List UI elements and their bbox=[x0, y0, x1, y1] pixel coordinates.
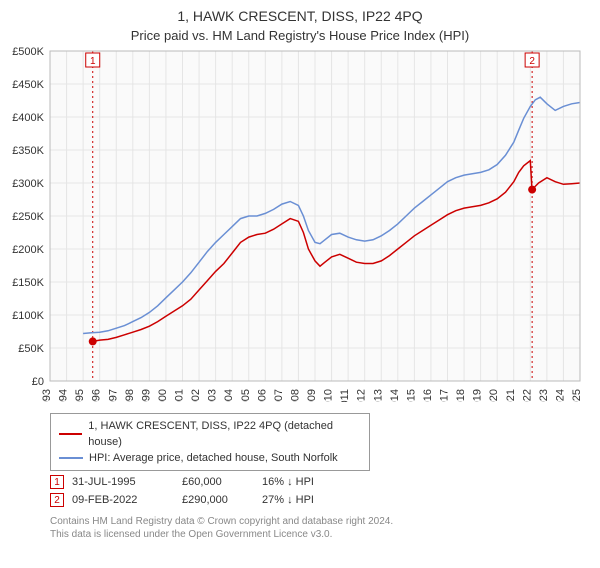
sale-marker-icon: 2 bbox=[50, 493, 64, 507]
footnote-line1: Contains HM Land Registry data © Crown c… bbox=[50, 515, 600, 528]
legend-swatch bbox=[59, 433, 82, 435]
sale-row: 1 31-JUL-1995£60,00016% ↓ HPI bbox=[50, 475, 600, 489]
svg-text:£300K: £300K bbox=[12, 178, 44, 190]
sale-marker-icon: 1 bbox=[50, 475, 64, 489]
svg-text:2013: 2013 bbox=[372, 389, 384, 402]
chart-svg: £0 £50K £100K £150K £200K £250K £300K £350K £400… bbox=[0, 47, 600, 402]
sale-pct-vs-hpi: 16% ↓ HPI bbox=[262, 476, 362, 488]
sale-pct-vs-hpi: 27% ↓ HPI bbox=[262, 494, 362, 506]
svg-text:2002: 2002 bbox=[190, 389, 202, 402]
svg-text:2020: 2020 bbox=[488, 389, 500, 402]
svg-text:1997: 1997 bbox=[107, 389, 119, 402]
svg-text:2016: 2016 bbox=[422, 389, 434, 402]
sale-date: 09-FEB-2022 bbox=[72, 494, 182, 506]
svg-text:£400K: £400K bbox=[12, 112, 44, 124]
chart-legend: 1, HAWK CRESCENT, DISS, IP22 4PQ (detach… bbox=[50, 413, 370, 471]
svg-text:2024: 2024 bbox=[554, 389, 566, 402]
legend-item: HPI: Average price, detached house, Sout… bbox=[59, 450, 361, 466]
svg-text:2014: 2014 bbox=[389, 389, 401, 402]
footnote-line2: This data is licensed under the Open Gov… bbox=[50, 528, 600, 541]
legend-swatch bbox=[59, 457, 83, 459]
svg-text:£0: £0 bbox=[32, 376, 44, 388]
svg-text:2000: 2000 bbox=[157, 389, 169, 402]
svg-text:2003: 2003 bbox=[207, 389, 219, 402]
svg-text:£500K: £500K bbox=[12, 47, 44, 58]
svg-text:1996: 1996 bbox=[91, 389, 103, 402]
svg-text:2010: 2010 bbox=[323, 389, 335, 402]
svg-text:2017: 2017 bbox=[439, 389, 451, 402]
legend-label: HPI: Average price, detached house, Sout… bbox=[89, 450, 338, 466]
chart-title-address: 1, HAWK CRESCENT, DISS, IP22 4PQ bbox=[0, 8, 600, 24]
sale-row: 2 09-FEB-2022£290,00027% ↓ HPI bbox=[50, 493, 600, 507]
svg-text:£250K: £250K bbox=[12, 211, 44, 223]
svg-text:1: 1 bbox=[90, 56, 96, 67]
svg-text:2001: 2001 bbox=[174, 389, 186, 402]
chart-title-subtitle: Price paid vs. HM Land Registry's House … bbox=[0, 28, 600, 43]
svg-text:2011: 2011 bbox=[339, 389, 351, 402]
svg-text:£50K: £50K bbox=[18, 343, 44, 355]
svg-text:1995: 1995 bbox=[74, 389, 86, 402]
sale-price: £60,000 bbox=[182, 476, 262, 488]
svg-text:2021: 2021 bbox=[505, 389, 517, 402]
svg-text:1998: 1998 bbox=[124, 389, 136, 402]
svg-text:2022: 2022 bbox=[521, 389, 533, 402]
svg-text:1993: 1993 bbox=[41, 389, 53, 402]
svg-text:2018: 2018 bbox=[455, 389, 467, 402]
sales-list: 1 31-JUL-1995£60,00016% ↓ HPI 2 09-FEB-2022… bbox=[0, 475, 600, 507]
svg-text:2007: 2007 bbox=[273, 389, 285, 402]
svg-text:£350K: £350K bbox=[12, 145, 44, 157]
svg-text:2005: 2005 bbox=[240, 389, 252, 402]
svg-text:2015: 2015 bbox=[405, 389, 417, 402]
svg-text:2019: 2019 bbox=[472, 389, 484, 402]
svg-text:1994: 1994 bbox=[58, 389, 70, 402]
svg-text:2004: 2004 bbox=[223, 389, 235, 402]
svg-text:2006: 2006 bbox=[256, 389, 268, 402]
sale-price: £290,000 bbox=[182, 494, 262, 506]
svg-text:2025: 2025 bbox=[571, 389, 583, 402]
svg-text:2023: 2023 bbox=[538, 389, 550, 402]
svg-text:£150K: £150K bbox=[12, 277, 44, 289]
svg-text:£100K: £100K bbox=[12, 310, 44, 322]
chart-plot: £0 £50K £100K £150K £200K £250K £300K £350K £400… bbox=[0, 47, 600, 405]
sale-date: 31-JUL-1995 bbox=[72, 476, 182, 488]
svg-text:2: 2 bbox=[529, 56, 535, 67]
footnote: Contains HM Land Registry data © Crown c… bbox=[50, 515, 600, 541]
svg-text:£200K: £200K bbox=[12, 244, 44, 256]
svg-text:2012: 2012 bbox=[356, 389, 368, 402]
svg-text:1999: 1999 bbox=[140, 389, 152, 402]
svg-text:£450K: £450K bbox=[12, 79, 44, 91]
svg-text:2008: 2008 bbox=[289, 389, 301, 402]
legend-item: 1, HAWK CRESCENT, DISS, IP22 4PQ (detach… bbox=[59, 418, 361, 450]
legend-label: 1, HAWK CRESCENT, DISS, IP22 4PQ (detach… bbox=[88, 418, 361, 450]
svg-text:2009: 2009 bbox=[306, 389, 318, 402]
